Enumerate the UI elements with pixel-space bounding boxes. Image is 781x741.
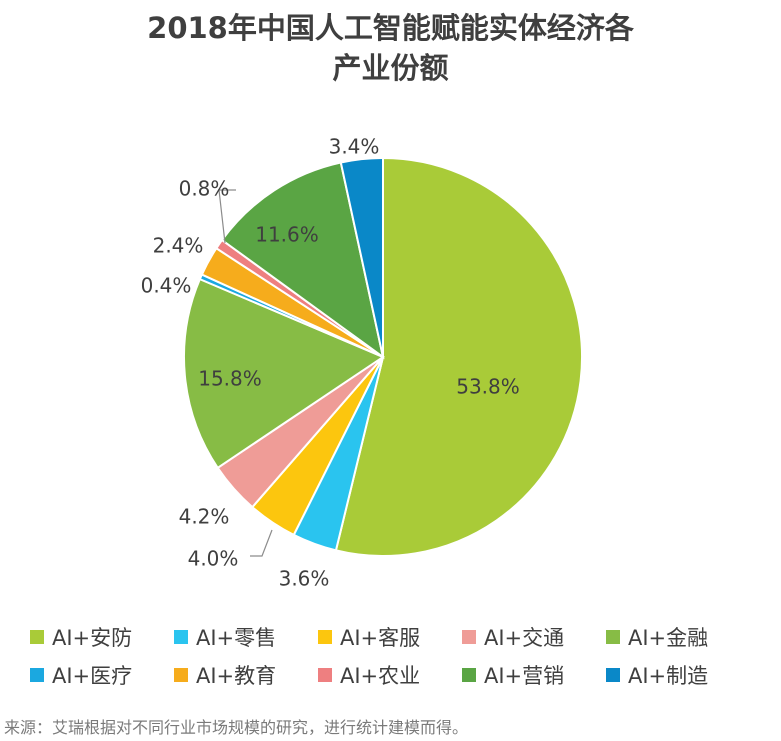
legend-item: AI+医疗: [30, 660, 174, 690]
pie-slice-1: [334, 156, 584, 557]
pie-slice-10: [339, 156, 384, 358]
chart-title: 2018年中国人工智能赋能实体经济各 产业份额: [0, 8, 781, 88]
data-label-2: 3.6%: [279, 567, 330, 591]
data-label-6: 0.4%: [141, 274, 192, 298]
legend-item: AI+安防: [30, 622, 174, 652]
data-label-9: 11.6%: [255, 223, 319, 247]
legend-swatch: [318, 630, 332, 644]
legend-swatch: [606, 630, 620, 644]
legend-item: AI+交通: [462, 622, 606, 652]
legend-label: AI+安防: [52, 626, 133, 650]
legend-label: AI+医疗: [52, 664, 133, 688]
legend: AI+安防 AI+零售 AI+客服 AI+交通 AI+金融 AI+医疗 AI+教育 AI+农业…: [30, 622, 750, 690]
legend-label: AI+金融: [628, 626, 709, 650]
chart-title-line-1: 2018年中国人工智能赋能实体经济各: [147, 11, 634, 45]
legend-item: AI+零售: [174, 622, 318, 652]
legend-swatch: [174, 668, 188, 682]
legend-label: AI+营销: [484, 664, 565, 688]
chart-title-line-2: 产业份额: [332, 51, 449, 85]
data-label-5: 15.8%: [198, 367, 262, 391]
legend-item: AI+农业: [318, 660, 462, 690]
legend-label: AI+客服: [340, 626, 421, 650]
leader-line-3: [250, 529, 273, 557]
data-label-10: 3.4%: [329, 135, 380, 159]
legend-item: AI+营销: [462, 660, 606, 690]
legend-item: AI+金融: [606, 622, 750, 652]
legend-label: AI+教育: [196, 664, 277, 688]
legend-label: AI+零售: [196, 626, 277, 650]
source-note: 来源：艾瑞根据对不同行业市场规模的研究，进行统计建模而得。: [4, 718, 469, 737]
legend-item: AI+教育: [174, 660, 318, 690]
legend-swatch: [30, 630, 44, 644]
legend-swatch: [318, 668, 332, 682]
pie-chart: 53.8% 3.6% 4.0% 4.2% 15.8% 0.4% 2.4% 0.8% 11.6% 3…: [141, 135, 584, 591]
data-label-8: 0.8%: [179, 177, 230, 201]
legend-label: AI+制造: [628, 664, 709, 688]
legend-swatch: [462, 668, 476, 682]
legend-item: AI+客服: [318, 622, 462, 652]
pie-slice-5: [183, 277, 386, 470]
data-label-3: 4.0%: [188, 547, 239, 571]
legend-swatch: [174, 630, 188, 644]
legend-swatch: [30, 668, 44, 682]
legend-swatch: [606, 668, 620, 682]
data-label-4: 4.2%: [179, 505, 230, 529]
legend-label: AI+交通: [484, 626, 565, 650]
leader-line-8: [218, 189, 236, 244]
legend-swatch: [462, 630, 476, 644]
data-label-1: 53.8%: [456, 375, 520, 399]
legend-label: AI+农业: [340, 664, 421, 688]
legend-item: AI+制造: [606, 660, 750, 690]
pie-slice-9: [220, 161, 385, 360]
data-label-7: 2.4%: [153, 234, 204, 258]
